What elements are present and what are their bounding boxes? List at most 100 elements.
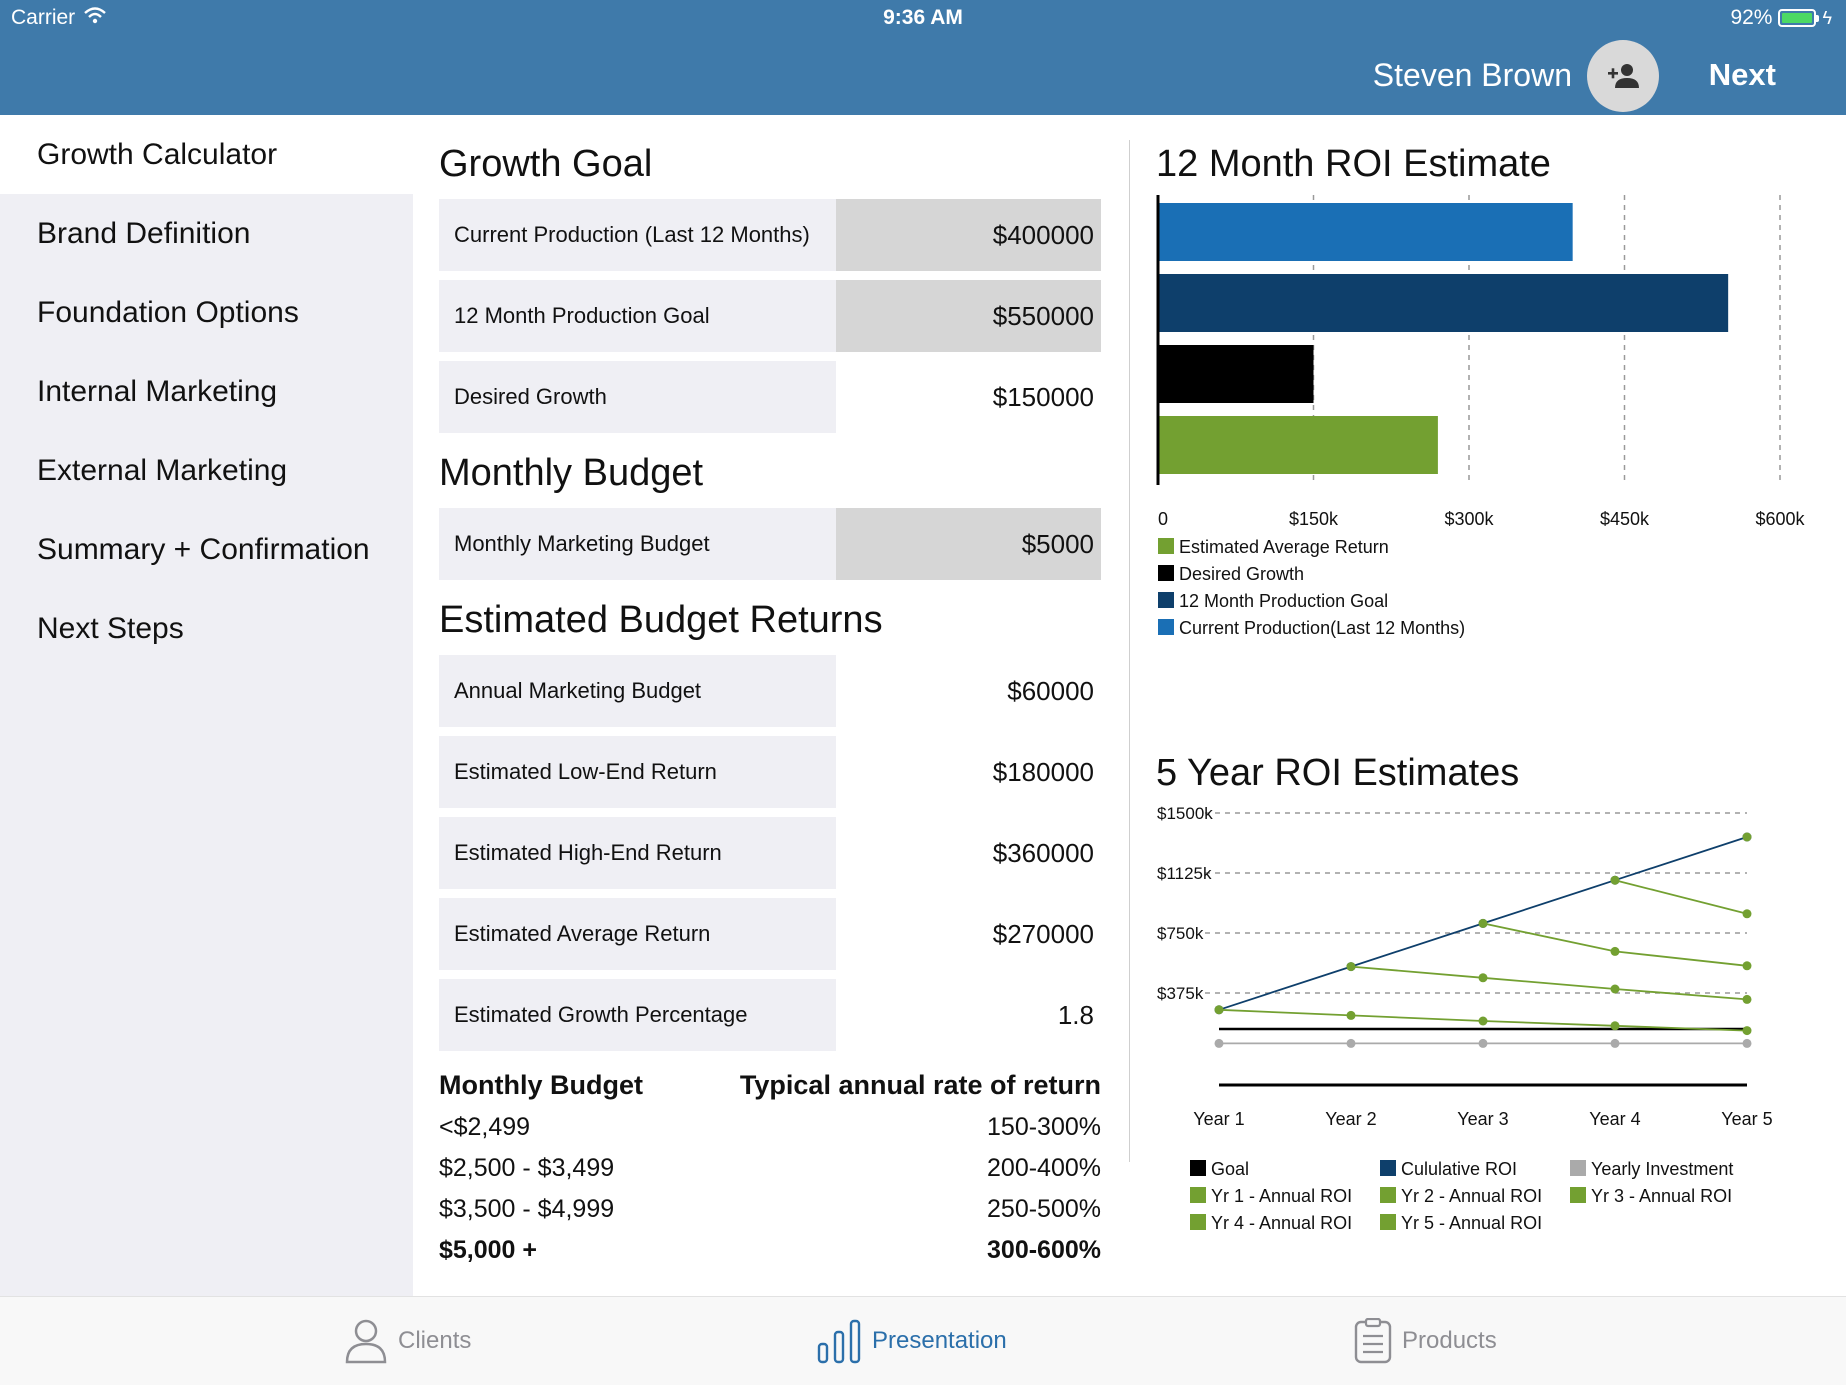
current-production-input[interactable]: $400000 (836, 199, 1101, 271)
legend-swatch (1158, 565, 1174, 581)
y-tick-label: $1500k (1157, 804, 1213, 823)
col-annual-rate: Typical annual rate of return (739, 1070, 1101, 1100)
legend-label: Yr 4 - Annual ROI (1211, 1213, 1352, 1233)
sidebar-item-summary-confirmation[interactable]: Summary + Confirmation (37, 532, 370, 566)
legend-swatch (1158, 619, 1174, 635)
row-value: $360000 (992, 837, 1094, 868)
roi-5-year-chart: $375k $750k $1125k $1500k Year 1 Year 2 Year 3… (1157, 804, 1773, 1233)
row-label: Estimated Growth Percentage (439, 979, 836, 1051)
legend-label: Current Production(Last 12 Months) (1179, 618, 1465, 638)
data-point (1610, 875, 1620, 885)
data-point (1346, 1010, 1356, 1020)
data-point (1742, 994, 1752, 1004)
y-tick-label: $375k (1157, 984, 1204, 1003)
rate-row: $3,500 - $4,999 250-500% (439, 1195, 1101, 1224)
tab-label: Products (1402, 1327, 1497, 1354)
series-line (1350, 965, 1748, 1001)
charging-icon: ϟ (1822, 7, 1832, 28)
row-label: 12 Month Production Goal (439, 280, 836, 352)
tab-products[interactable]: Products (1354, 1297, 1497, 1385)
row-label: Current Production (Last 12 Months) (439, 199, 836, 271)
row-label: Estimated Low-End Return (439, 736, 836, 808)
rate-row: $2,500 - $3,499 200-400% (439, 1154, 1101, 1183)
y-tick-label: $1125k (1157, 864, 1212, 883)
rate-budget: $5,000 + (439, 1236, 538, 1264)
data-point (1742, 909, 1752, 919)
row-value: 1.8 (1057, 999, 1094, 1030)
desired-growth-value: $150000 (992, 381, 1094, 412)
rate-value: 150-300% (987, 1113, 1101, 1141)
next-button[interactable]: Next (1708, 57, 1776, 92)
growth-goal-title: Growth Goal (439, 143, 653, 185)
rate-row: <$2,499 150-300% (439, 1113, 1101, 1142)
tab-clients[interactable]: Clients (344, 1297, 471, 1385)
legend-swatch (1190, 1214, 1206, 1230)
current-production-row: Current Production (Last 12 Months) $400… (439, 199, 1101, 271)
rate-value: 250-500% (987, 1195, 1101, 1223)
high-end-return-row: Estimated High-End Return $360000 (439, 817, 1101, 889)
sidebar-item-brand-definition[interactable]: Brand Definition (37, 216, 251, 250)
user-name[interactable]: Steven Brown (1372, 57, 1572, 93)
legend-swatch (1570, 1187, 1586, 1203)
data-point (1214, 1038, 1224, 1048)
legend-label: Cululative ROI (1401, 1159, 1517, 1179)
series-line (1614, 879, 1748, 915)
monthly-marketing-budget-row: Monthly Marketing Budget $5000 (439, 508, 1101, 580)
document-icon (1354, 1318, 1392, 1364)
carrier-label: Carrier (11, 6, 76, 29)
wifi-icon (83, 6, 107, 30)
col-monthly-budget: Monthly Budget (439, 1070, 643, 1100)
bar (1158, 203, 1573, 261)
desired-growth-row: Desired Growth $150000 (439, 361, 1101, 433)
sidebar-item-external-marketing[interactable]: External Marketing (37, 453, 288, 487)
x-tick-label: $600k (1755, 509, 1805, 529)
rate-table-header: Monthly Budget Typical annual rate of re… (439, 1070, 1101, 1101)
sidebar-item-internal-marketing[interactable]: Internal Marketing (37, 374, 278, 408)
legend-swatch (1190, 1187, 1206, 1203)
battery-percent: 92% (1730, 6, 1773, 29)
tab-label: Clients (398, 1327, 472, 1354)
data-point (1214, 1005, 1224, 1015)
production-goal-row: 12 Month Production Goal $550000 (439, 280, 1101, 352)
legend-label: Goal (1211, 1159, 1249, 1179)
data-point (1610, 984, 1620, 994)
bar (1158, 345, 1314, 403)
monthly-budget-input[interactable]: $5000 (836, 508, 1101, 580)
legend-swatch (1380, 1160, 1396, 1176)
x-tick-label: Year 1 (1193, 1109, 1244, 1129)
data-point (1610, 946, 1620, 956)
legend-label: Yr 1 - Annual ROI (1211, 1186, 1352, 1206)
data-point (1346, 962, 1356, 972)
data-point (1478, 973, 1488, 983)
sidebar-item-next-steps[interactable]: Next Steps (37, 611, 184, 645)
legend-label: Estimated Average Return (1179, 537, 1389, 557)
rate-row: $5,000 + 300-600% (439, 1236, 1101, 1265)
roi-5-year-title: 5 Year ROI Estimates (1156, 752, 1520, 794)
status-battery: 92% ϟ (1730, 6, 1832, 30)
sidebar-item-foundation-options[interactable]: Foundation Options (37, 295, 299, 329)
monthly-budget-title: Monthly Budget (439, 452, 704, 494)
production-goal-input[interactable]: $550000 (836, 280, 1101, 352)
legend-swatch (1190, 1160, 1206, 1176)
legend-swatch (1158, 538, 1174, 554)
rate-budget: <$2,499 (439, 1113, 531, 1141)
y-tick-label: $750k (1157, 924, 1204, 943)
rate-budget: $2,500 - $3,499 (439, 1154, 615, 1182)
data-point (1610, 1038, 1620, 1048)
data-point (1742, 1038, 1752, 1048)
person-icon (345, 1319, 387, 1364)
sidebar-item-growth-calculator[interactable]: Growth Calculator (0, 115, 413, 194)
legend-swatch (1158, 592, 1174, 608)
data-point (1478, 1016, 1488, 1026)
roi-12-month-chart: 0 $150k $300k $450k $600k Estimated Average R… (1156, 195, 1806, 638)
data-point (1742, 961, 1752, 971)
x-tick-label: $450k (1600, 509, 1650, 529)
battery-icon (1778, 9, 1820, 27)
status-carrier: Carrier (11, 6, 107, 30)
x-tick-label: Year 5 (1721, 1109, 1772, 1129)
x-tick-label: 0 (1158, 509, 1168, 529)
bar (1158, 416, 1438, 474)
x-tick-label: Year 2 (1325, 1109, 1376, 1129)
tab-presentation[interactable]: Presentation (816, 1297, 1007, 1385)
add-contact-button[interactable] (1587, 40, 1659, 112)
